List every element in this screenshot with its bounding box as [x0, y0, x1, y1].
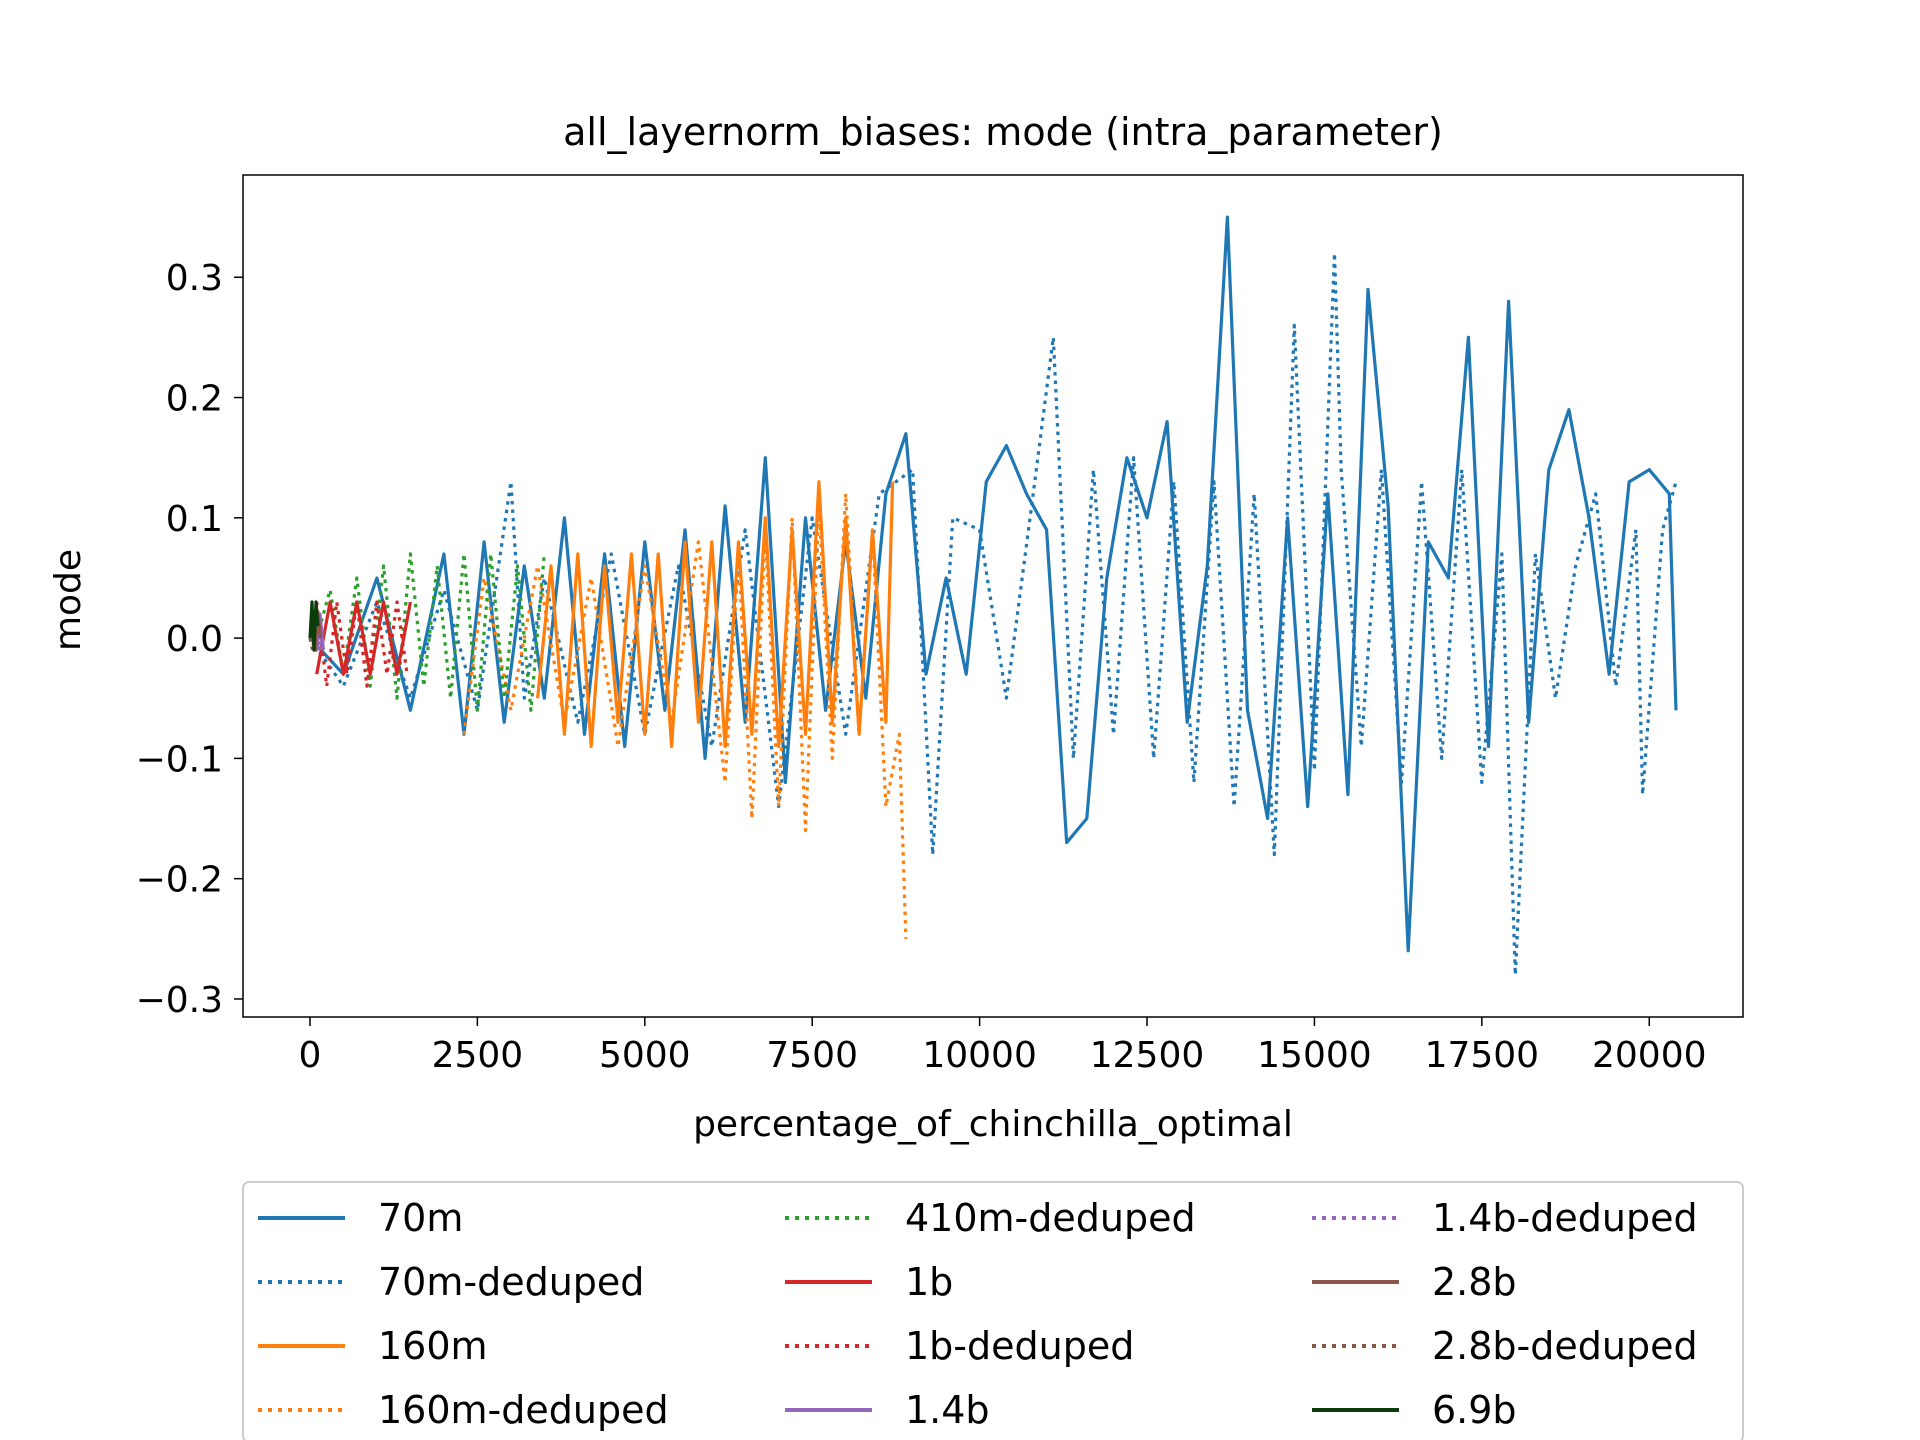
legend-label-160m-deduped: 160m-deduped [378, 1388, 669, 1432]
y-tick-label: 0.1 [166, 499, 223, 540]
series-line-6-9b [308, 600, 320, 652]
y-tick-label: −0.1 [136, 739, 223, 780]
x-tick-label: 15000 [1257, 1035, 1372, 1076]
series-line-70m-deduped [308, 251, 1678, 977]
y-axis-ticks: −0.3 −0.2 −0.1 0.0 0.1 0.2 0.3 [136, 258, 243, 1021]
x-tick-label: 20000 [1592, 1035, 1707, 1076]
y-tick-label: −0.3 [136, 980, 223, 1021]
legend: 70m 70m-deduped 160m 160m-deduped 410m-dedup… [242, 1181, 1744, 1440]
x-tick-label: 0 [299, 1035, 322, 1076]
series-line-1b [315, 600, 412, 676]
legend-label-1b: 1b [905, 1260, 953, 1304]
legend-label-160m: 160m [378, 1324, 488, 1368]
legend-label-2-8b: 2.8b [1432, 1260, 1517, 1304]
legend-label-6-9b: 6.9b [1432, 1388, 1517, 1432]
y-tick-label: 0.0 [166, 619, 223, 660]
series-line-70m [308, 215, 1678, 953]
legend-label-410m-deduped: 410m-deduped [905, 1196, 1196, 1240]
y-tick-label: 0.2 [166, 379, 223, 420]
legend-label-1b-deduped: 1b-deduped [905, 1324, 1134, 1368]
series-layer [308, 215, 1678, 977]
plot-area-frame [242, 174, 1744, 1018]
series-line-160m-deduped [462, 492, 908, 939]
x-axis-label: percentage_of_chinchilla_optimal [693, 1104, 1293, 1145]
x-tick-label: 2500 [432, 1035, 524, 1076]
y-tick-label: −0.2 [136, 860, 223, 901]
legend-label-2-8b-deduped: 2.8b-deduped [1432, 1324, 1698, 1368]
y-axis-label: mode [48, 549, 89, 651]
x-tick-label: 10000 [922, 1035, 1037, 1076]
series-line-1b-deduped [315, 600, 409, 688]
x-tick-label: 17500 [1425, 1035, 1540, 1076]
legend-label-70m-deduped: 70m-deduped [378, 1260, 644, 1304]
legend-label-1-4b-deduped: 1.4b-deduped [1432, 1196, 1698, 1240]
chart-title: all_layernorm_biases: mode (intra_parame… [563, 110, 1443, 154]
x-axis-ticks: 0 2500 5000 7500 10000 12500 15000 17500 20000 [299, 1017, 1707, 1076]
x-tick-label: 5000 [599, 1035, 691, 1076]
series-line-410m-deduped [315, 552, 546, 712]
legend-label-70m: 70m [378, 1196, 463, 1240]
y-tick-label: 0.3 [166, 258, 223, 299]
legend-label-1-4b: 1.4b [905, 1388, 990, 1432]
series-line-160m [536, 480, 895, 749]
x-tick-label: 12500 [1090, 1035, 1205, 1076]
x-tick-label: 7500 [766, 1035, 858, 1076]
legend-frame [242, 1181, 1744, 1440]
